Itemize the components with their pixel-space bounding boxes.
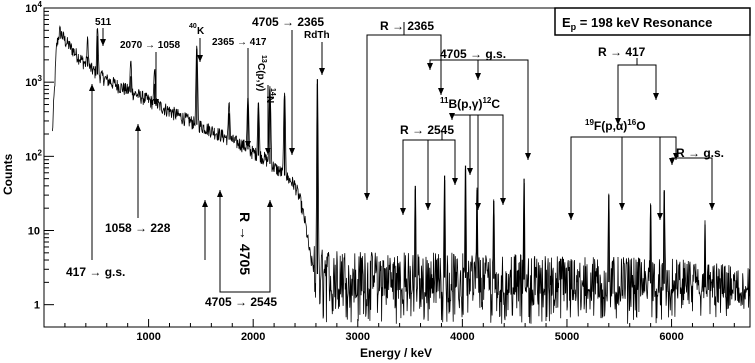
label-16o-sup: 16: [627, 118, 636, 127]
arrowhead: [568, 213, 574, 220]
y-tick-label-2: 102: [25, 148, 42, 163]
label-19f: 19F(p,α)16O: [585, 118, 646, 133]
arrowhead: [100, 39, 106, 46]
arrowhead: [500, 198, 506, 205]
label-14n-group: 14 N: [264, 88, 276, 103]
x-axis-label: Energy / keV: [360, 346, 432, 360]
arrowheads-group: [89, 39, 715, 220]
label-40k-sup: 40: [189, 23, 197, 30]
chart-title: Ep = 198 keV Resonance: [562, 15, 712, 32]
label-r-gs: R → g.s.: [676, 146, 724, 160]
label-4705-gs: 4705 → g.s.: [440, 47, 506, 61]
label-11b-main: B(p,γ): [448, 97, 482, 111]
y-tick-label-3: 103: [25, 74, 42, 89]
y-tick-label-1: 10: [28, 226, 40, 238]
arrowhead: [425, 203, 431, 210]
arrowhead: [615, 118, 621, 125]
arrowhead: [267, 200, 273, 207]
arrowhead: [449, 113, 455, 120]
arrowhead: [217, 190, 223, 197]
label-2070-1058: 2070 → 1058: [120, 40, 180, 51]
label-r-2545: R → 2545: [400, 123, 454, 137]
label-14n: N: [264, 96, 275, 103]
arrowhead: [525, 153, 531, 160]
arrowhead: [319, 68, 325, 75]
arrowhead: [669, 158, 675, 165]
title-box: [554, 7, 751, 36]
label-511: 511: [95, 17, 112, 28]
label-19f-sup: 19: [585, 118, 594, 127]
label-2365-417: 2365 → 417: [212, 37, 267, 48]
annotations-group: [91, 22, 713, 293]
axes: 1000 2000 3000 4000 5000 6000 1 10 102 103 104: [25, 0, 735, 343]
x-tick-label-2: 3000: [346, 331, 370, 343]
label-12c-main: C: [491, 97, 500, 111]
label-4705-2365: 4705 → 2365: [252, 15, 324, 29]
arrowhead: [438, 88, 444, 95]
title-main: E: [562, 15, 571, 30]
arrowhead: [89, 84, 95, 91]
spectrum-group: [52, 25, 751, 324]
label-r-417: R → 417: [598, 45, 646, 59]
y-tick-label-0: 1: [34, 300, 40, 312]
bracket-r-417: [617, 64, 657, 125]
arrowhead: [452, 178, 458, 185]
spectrum-line: [52, 25, 751, 324]
label-16o-main: O: [636, 119, 645, 133]
label-4705-2545: 4705 → 2545: [205, 295, 277, 309]
x-tick-label-0: 1000: [136, 331, 160, 343]
arrowhead: [289, 148, 295, 155]
arrowhead: [619, 203, 625, 210]
arrowhead: [653, 93, 659, 100]
title-sub: p: [571, 22, 577, 32]
bracket-r-4705: [219, 190, 271, 293]
arrowhead: [197, 55, 203, 62]
arrowhead: [202, 200, 208, 207]
x-tick-label-3: 4000: [450, 331, 474, 343]
label-11b: 11B(p,γ)12C: [440, 96, 500, 111]
label-13c-group: 13 C(p,γ): [255, 55, 267, 91]
arrowhead: [245, 141, 251, 148]
y-tick-label-4: 104: [25, 0, 42, 15]
arrowhead: [475, 203, 481, 210]
arrowhead: [427, 63, 433, 70]
arrowhead: [153, 99, 159, 106]
arrowhead: [135, 124, 141, 131]
title-rest: = 198 keV Resonance: [576, 15, 712, 30]
x-tick-label-5: 6000: [659, 331, 683, 343]
bracket-r-gs: [671, 157, 713, 210]
label-40k: K: [197, 26, 205, 37]
arrowhead: [475, 73, 481, 80]
label-rdth: RdTh: [304, 30, 330, 41]
arrowhead: [364, 193, 370, 200]
x-tick-label-4: 5000: [555, 331, 579, 343]
y-axis-label: Counts: [1, 153, 15, 195]
arrowhead: [400, 208, 406, 215]
label-12c-sup: 12: [482, 96, 491, 105]
arrowhead: [673, 153, 679, 160]
arrowhead: [709, 203, 715, 210]
arrowhead: [657, 213, 663, 220]
bracket-19f: [570, 136, 677, 220]
label-r-4705: R → 4705: [237, 212, 253, 275]
bracket-r-2545: [402, 139, 456, 215]
arrowhead: [265, 148, 271, 155]
label-14n-sup: 14: [269, 88, 276, 96]
label-13c: C(p,γ): [255, 63, 266, 91]
label-1058-228: 1058 → 228: [105, 221, 171, 235]
label-13c-sup: 13: [260, 55, 267, 63]
label-r-2365: R → 2365: [380, 19, 434, 33]
label-11b-sup: 11: [440, 96, 449, 105]
arrowhead: [467, 168, 473, 175]
x-tick-label-1: 2000: [241, 331, 265, 343]
label-417-gs: 417 → g.s.: [66, 265, 125, 279]
label-19f-main: F(p,α): [594, 119, 627, 133]
